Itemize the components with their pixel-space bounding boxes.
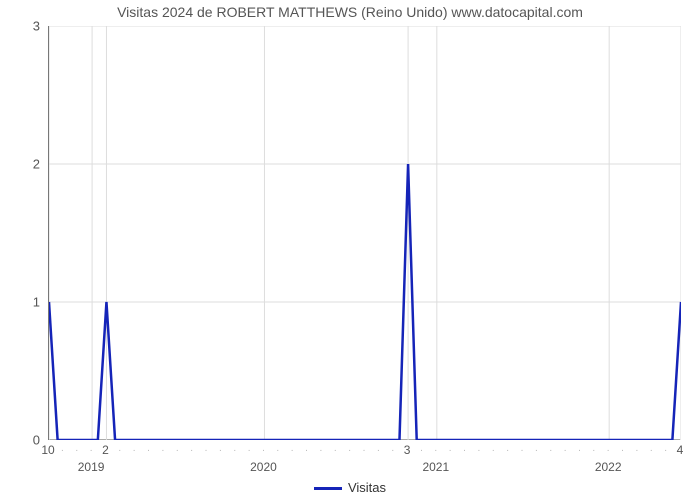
xtick-year: 2020 [250, 460, 277, 474]
xtick-minor: . [621, 443, 624, 454]
legend-swatch [314, 487, 342, 490]
chart-container: Visitas 2024 de ROBERT MATTHEWS (Reino U… [0, 0, 700, 500]
chart-title: Visitas 2024 de ROBERT MATTHEWS (Reino U… [0, 4, 700, 20]
xtick-minor: . [190, 443, 193, 454]
xtick-minor: . [664, 443, 667, 454]
xtick-minor: . [90, 443, 93, 454]
xtick-minor: . [61, 443, 64, 454]
xtick-minor: . [463, 443, 466, 454]
legend: Visitas [0, 480, 700, 495]
xtick-minor: . [578, 443, 581, 454]
xtick-year: 2021 [422, 460, 449, 474]
xtick-minor: . [334, 443, 337, 454]
xtick-minor: . [162, 443, 165, 454]
legend-label: Visitas [348, 480, 386, 495]
plot-area [48, 26, 680, 440]
xtick-minor: . [305, 443, 308, 454]
xtick-label: 4 [677, 443, 684, 457]
xtick-minor: . [535, 443, 538, 454]
xtick-label: 2 [102, 443, 109, 457]
xtick-minor: . [205, 443, 208, 454]
xtick-minor: . [377, 443, 380, 454]
xtick-label: 10 [41, 443, 54, 457]
xtick-minor: . [434, 443, 437, 454]
xtick-minor: . [348, 443, 351, 454]
xtick-minor: . [592, 443, 595, 454]
xtick-minor: . [75, 443, 78, 454]
xtick-minor: . [549, 443, 552, 454]
xtick-minor: . [521, 443, 524, 454]
ytick-label: 1 [10, 295, 40, 310]
xtick-minor: . [650, 443, 653, 454]
xtick-minor: . [449, 443, 452, 454]
xtick-minor: . [320, 443, 323, 454]
xtick-minor: . [478, 443, 481, 454]
ytick-label: 3 [10, 19, 40, 34]
xtick-minor: . [363, 443, 366, 454]
xtick-minor: . [420, 443, 423, 454]
ytick-label: 0 [10, 433, 40, 448]
xtick-minor: . [564, 443, 567, 454]
xtick-year: 2019 [78, 460, 105, 474]
xtick-minor: . [133, 443, 136, 454]
xtick-year: 2022 [595, 460, 622, 474]
ytick-label: 2 [10, 157, 40, 172]
xtick-minor: . [276, 443, 279, 454]
xtick-minor: . [607, 443, 610, 454]
xtick-minor: . [118, 443, 121, 454]
xtick-label: 3 [404, 443, 411, 457]
chart-svg [49, 26, 681, 440]
xtick-minor: . [506, 443, 509, 454]
xtick-minor: . [248, 443, 251, 454]
xtick-minor: . [636, 443, 639, 454]
xtick-minor: . [391, 443, 394, 454]
xtick-minor: . [291, 443, 294, 454]
xtick-minor: . [176, 443, 179, 454]
xtick-minor: . [233, 443, 236, 454]
xtick-minor: . [262, 443, 265, 454]
xtick-minor: . [219, 443, 222, 454]
xtick-minor: . [147, 443, 150, 454]
xtick-minor: . [492, 443, 495, 454]
